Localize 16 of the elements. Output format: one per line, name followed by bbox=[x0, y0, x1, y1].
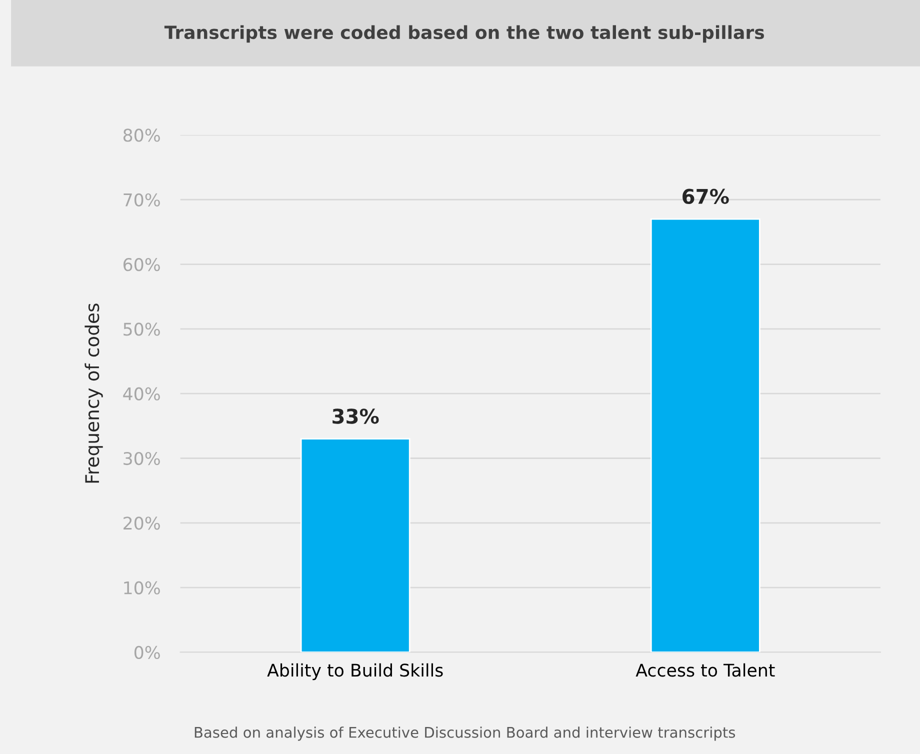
y-tick-label: 40% bbox=[123, 387, 160, 400]
y-tick-label: 60% bbox=[124, 258, 160, 272]
y-tick-label: 50% bbox=[124, 322, 160, 336]
data-label: 67% bbox=[682, 188, 729, 204]
text: Based on analysis of Executive Discussion Board and interview transcripts bbox=[194, 726, 736, 741]
y-tick-label: 70% bbox=[124, 193, 160, 206]
y-tick-label: 20% bbox=[124, 516, 160, 530]
data-label: 33% bbox=[332, 408, 379, 424]
x-tick-label: Access to Talent bbox=[636, 663, 775, 677]
y-tick-label: 80% bbox=[123, 128, 160, 142]
y-tick-label: 30% bbox=[124, 452, 160, 466]
chart-title: Transcripts were coded based on the two talent sub-pillars bbox=[164, 25, 764, 43]
x-tick-label: Ability to Build Skills bbox=[267, 663, 443, 680]
y-axis-title: Frequency of codes bbox=[84, 304, 103, 483]
y-tick-label: 0% bbox=[134, 646, 160, 660]
y-tick-label: 10% bbox=[124, 581, 160, 594]
